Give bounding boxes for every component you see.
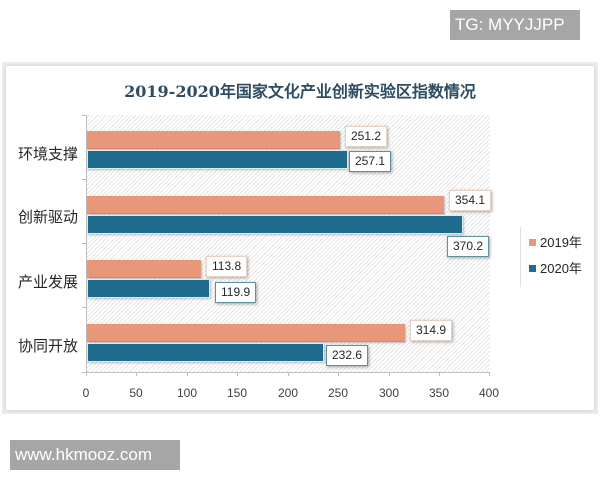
data-label: 354.1 — [449, 190, 492, 211]
data-label: 232.6 — [326, 345, 369, 366]
category-label: 创新驱动 — [17, 209, 78, 226]
data-label: 257.1 — [349, 151, 392, 172]
legend-label: 2019年 — [540, 235, 582, 250]
y-tick — [82, 243, 86, 244]
watermark-top-right: TG: MYYJJPP — [450, 10, 580, 40]
x-tick — [136, 372, 137, 376]
y-tick — [82, 372, 86, 373]
category-label: 协同开放 — [17, 338, 78, 355]
y-tick — [82, 307, 86, 308]
x-tick-label: 350 — [428, 386, 450, 400]
category-label: 环境支撑 — [17, 146, 78, 163]
x-tick — [338, 372, 339, 376]
x-tick-label: 200 — [277, 386, 299, 400]
bar-2019-env — [87, 131, 340, 149]
bar-2020-industry — [87, 279, 210, 298]
data-label: 370.2 — [447, 236, 490, 257]
x-tick — [187, 372, 188, 376]
bar-2019-industry — [87, 260, 201, 278]
data-label: 314.9 — [410, 320, 453, 341]
chart-title: 2019-2020年国家文化产业创新实验区指数情况 — [124, 82, 476, 101]
y-tick — [82, 115, 86, 116]
legend: 2019年 2020年 — [520, 227, 591, 287]
bar-2019-innov — [87, 196, 444, 214]
legend-label: 2020年 — [540, 261, 582, 276]
x-tick-label: 50 — [129, 386, 143, 400]
data-label: 251.2 — [345, 126, 388, 147]
data-label: 113.8 — [206, 256, 248, 277]
category-label: 产业发展 — [17, 274, 78, 291]
legend-swatch-2020 — [529, 265, 536, 273]
x-tick-label: 300 — [378, 386, 400, 400]
x-tick-label: 250 — [327, 386, 349, 400]
legend-item-2020: 2020年 — [529, 261, 582, 277]
x-tick — [86, 372, 87, 376]
bar-2020-env — [87, 150, 348, 169]
x-tick — [489, 372, 490, 376]
legend-item-2019: 2019年 — [529, 235, 582, 251]
y-axis — [86, 115, 87, 373]
x-tick — [288, 372, 289, 376]
x-tick-label: 0 — [82, 386, 90, 400]
x-tick-label: 400 — [478, 386, 500, 400]
x-tick — [439, 372, 440, 376]
watermark-bottom-left: www.hkmooz.com — [10, 440, 180, 470]
x-tick-label: 100 — [176, 386, 198, 400]
bar-2020-coop — [87, 343, 324, 362]
x-tick-label: 150 — [226, 386, 248, 400]
legend-swatch-2019 — [529, 239, 536, 247]
bar-2020-innov — [87, 215, 463, 234]
data-label: 119.9 — [215, 282, 257, 303]
y-tick — [82, 179, 86, 180]
x-tick — [389, 372, 390, 376]
bar-2019-coop — [87, 324, 405, 342]
x-tick — [237, 372, 238, 376]
